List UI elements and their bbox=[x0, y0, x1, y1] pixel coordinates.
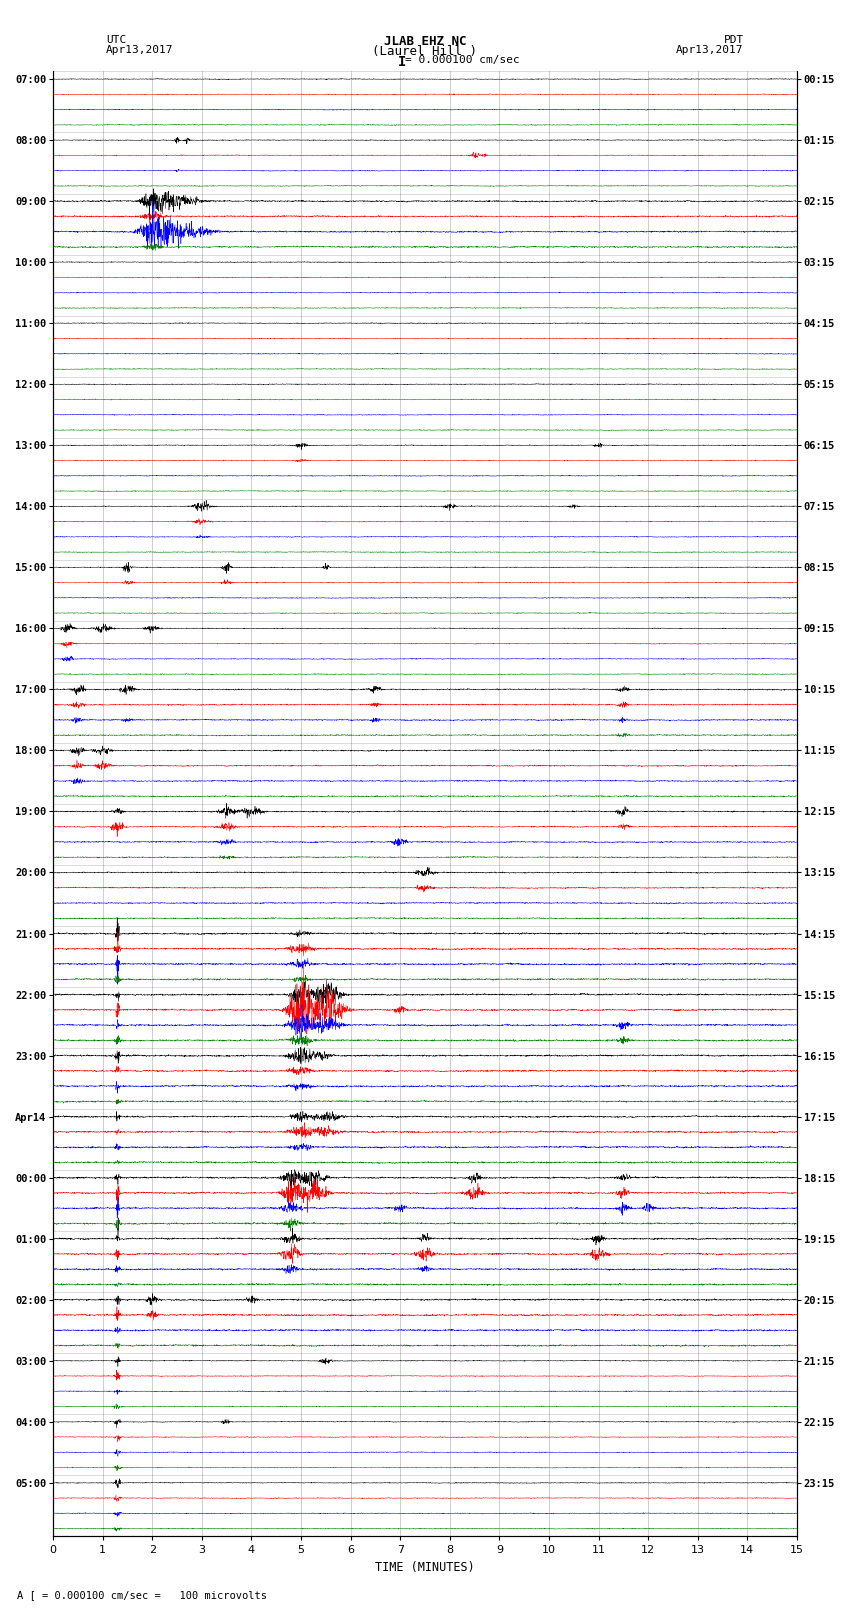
Text: A [ = 0.000100 cm/sec =   100 microvolts: A [ = 0.000100 cm/sec = 100 microvolts bbox=[17, 1590, 267, 1600]
Text: Apr13,2017: Apr13,2017 bbox=[677, 45, 744, 55]
Text: JLAB EHZ NC: JLAB EHZ NC bbox=[383, 35, 467, 48]
Text: I: I bbox=[398, 55, 406, 69]
X-axis label: TIME (MINUTES): TIME (MINUTES) bbox=[375, 1561, 475, 1574]
Text: (Laurel Hill ): (Laurel Hill ) bbox=[372, 45, 478, 58]
Text: UTC: UTC bbox=[106, 35, 127, 45]
Text: PDT: PDT bbox=[723, 35, 744, 45]
Text: Apr13,2017: Apr13,2017 bbox=[106, 45, 173, 55]
Text: = 0.000100 cm/sec: = 0.000100 cm/sec bbox=[405, 55, 519, 65]
